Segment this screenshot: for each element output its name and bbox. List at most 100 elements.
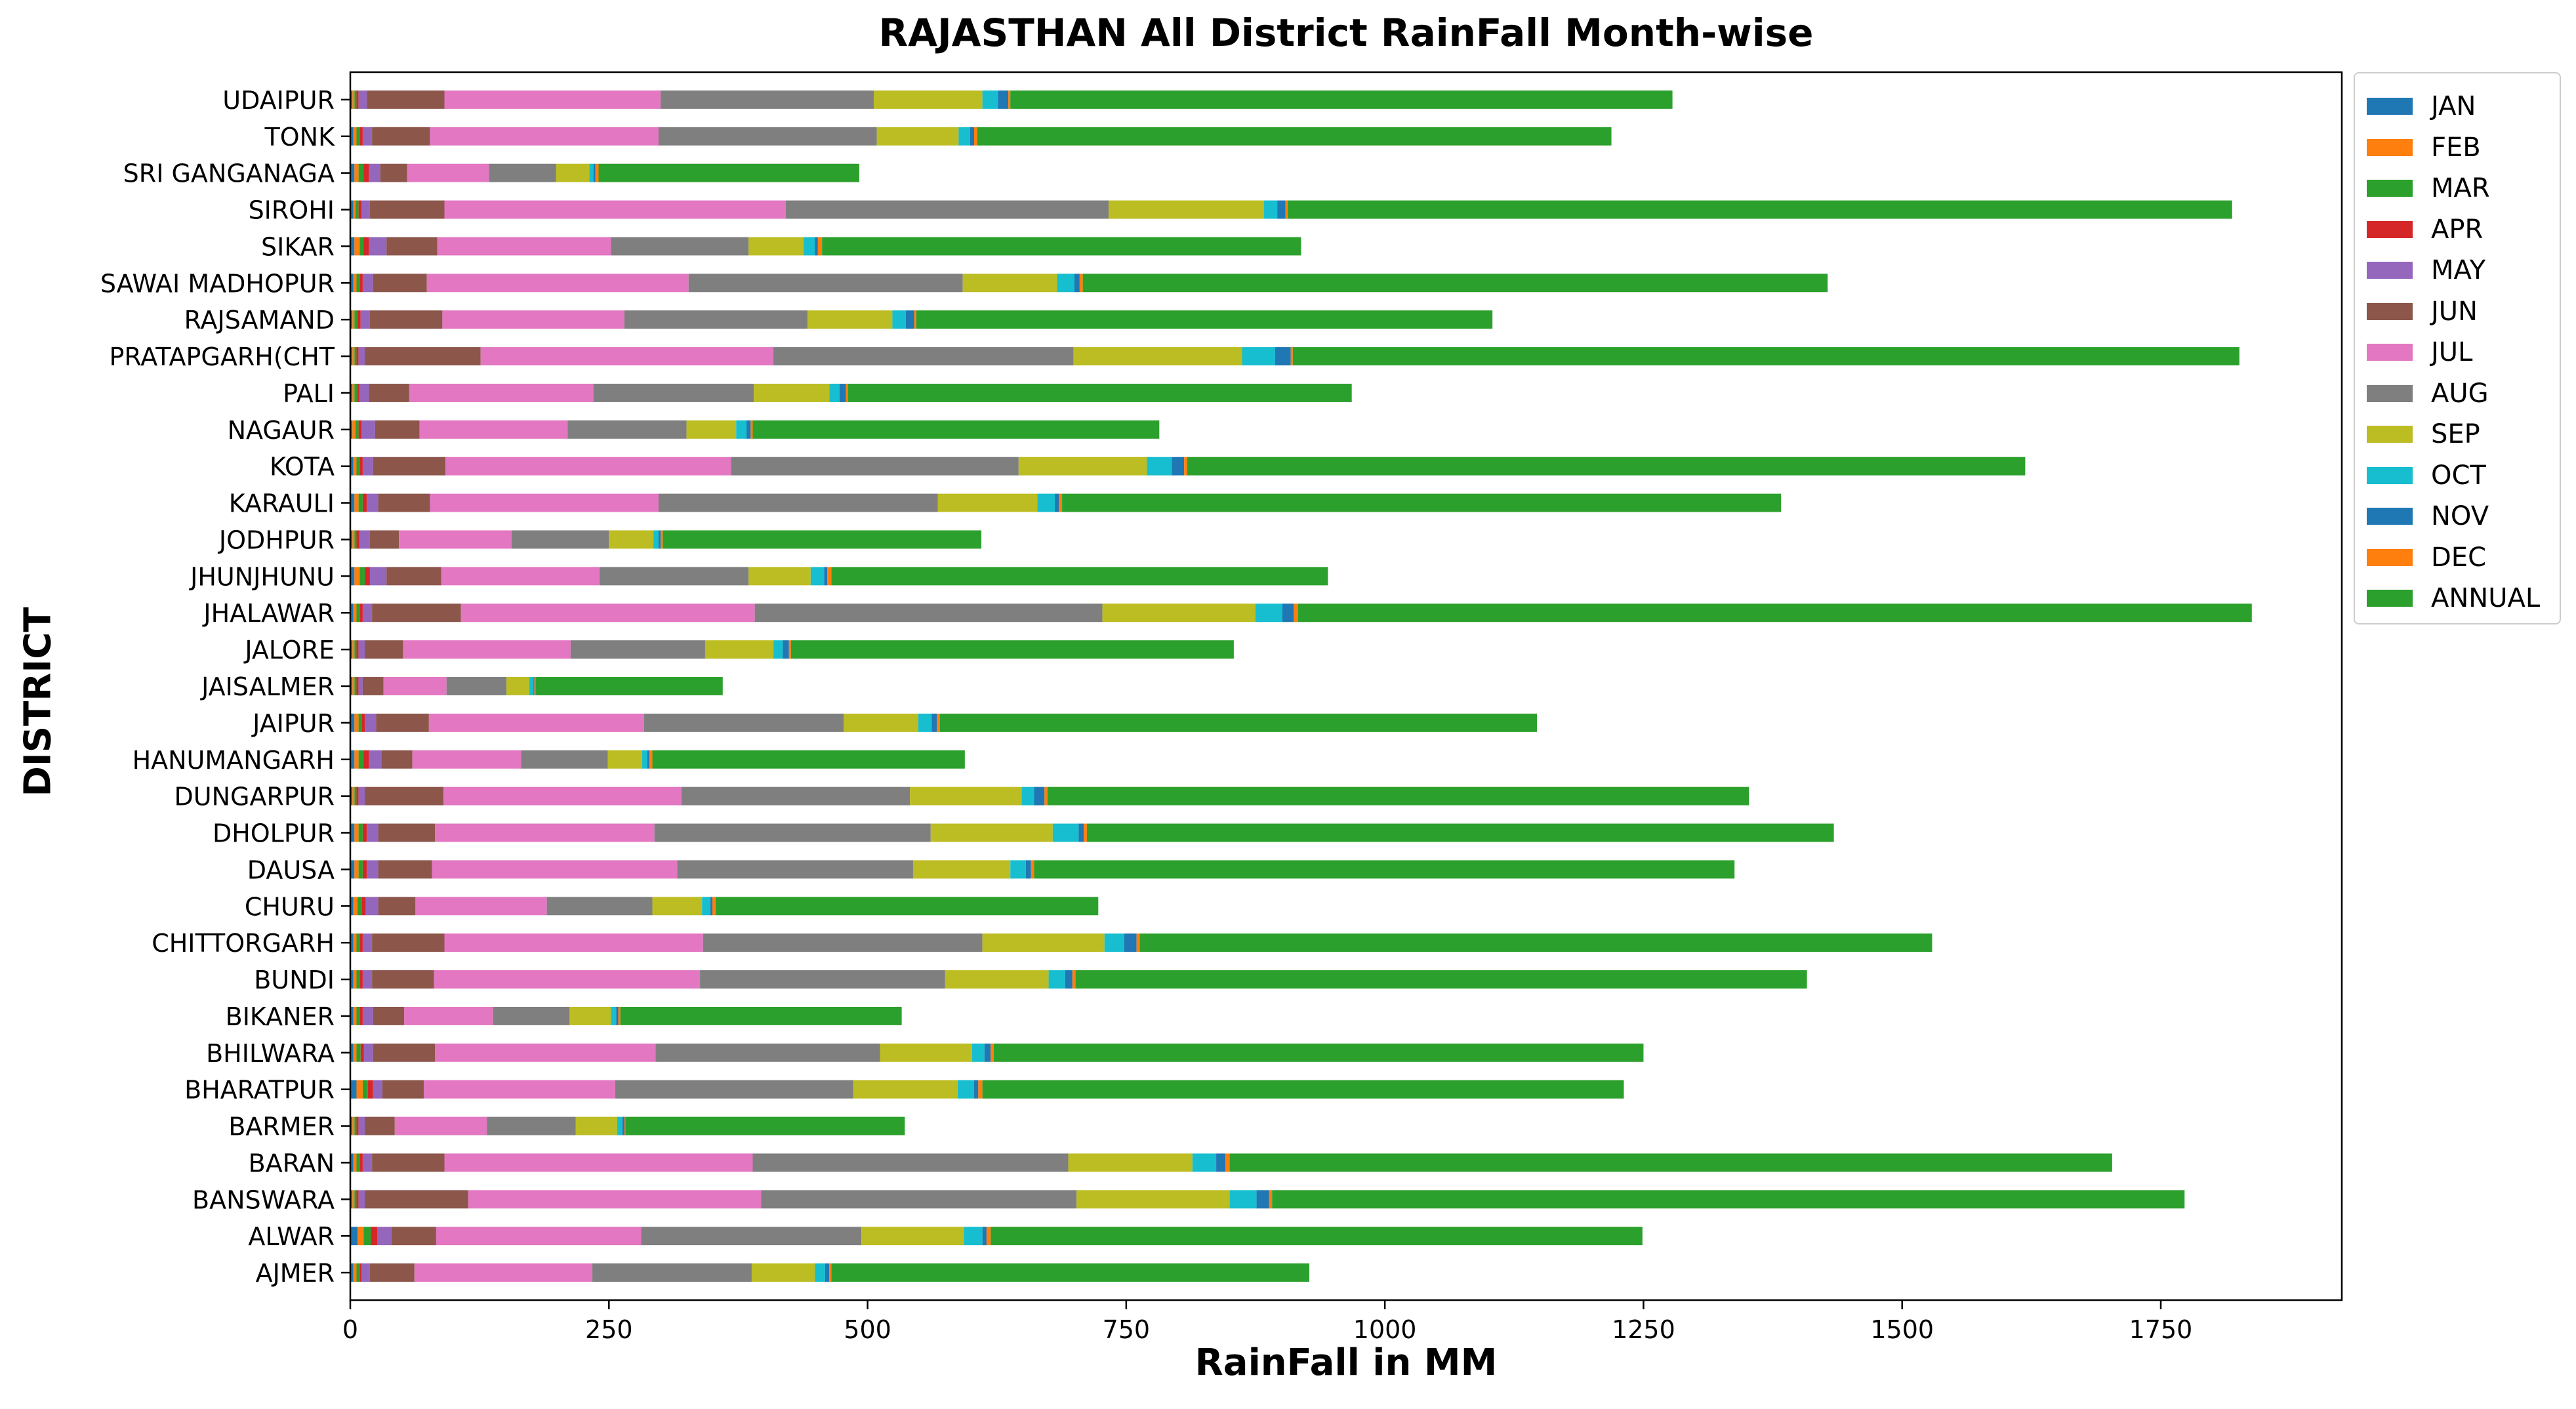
bar-segment (353, 603, 357, 623)
bar-segment (356, 347, 359, 366)
bar-segment (350, 603, 354, 623)
bar-segment (359, 567, 365, 586)
bar-segment (616, 1006, 619, 1025)
bar-segment (1062, 493, 1782, 512)
bar-segment (1076, 1190, 1230, 1209)
legend-item: SEP (2367, 415, 2480, 454)
x-axis-label: RainFall in MM (1195, 1341, 1498, 1384)
bar-segment (353, 127, 357, 146)
bar-segment (350, 1190, 353, 1209)
bar-segment (369, 200, 445, 219)
bar-segment (394, 1116, 487, 1135)
y-tick-label: JHALAWAR (202, 599, 335, 628)
bar-segment (358, 640, 365, 659)
bar-segment (445, 457, 731, 476)
bar-segment (876, 127, 959, 146)
legend-swatch (2367, 466, 2413, 484)
bar-segment (1147, 457, 1172, 476)
bar-segment (958, 127, 970, 146)
bar-segment (365, 347, 481, 366)
bar-segment (624, 1116, 626, 1135)
bar-segment (365, 713, 377, 732)
bar-segment (444, 200, 786, 219)
bar-segment (916, 310, 1493, 329)
bar-segment (910, 786, 1022, 806)
bar-segment (354, 237, 360, 256)
y-tick-label: NAGAUR (228, 416, 335, 445)
bar-segment (363, 237, 369, 256)
bar-segment (428, 713, 644, 732)
bar-segment (356, 1263, 360, 1282)
bar-segment (369, 750, 382, 769)
bar-segment (534, 677, 536, 695)
bar-segment (681, 786, 910, 806)
bar-segment (1021, 786, 1034, 806)
legend-item: JUL (2367, 333, 2472, 372)
y-tick-label: KOTA (270, 453, 335, 481)
bar-segment (362, 493, 367, 512)
bar-segment (609, 530, 654, 549)
bar-segment (817, 237, 823, 256)
bar-segment (350, 274, 354, 293)
bar-segment (350, 713, 355, 732)
bar-segment (378, 823, 436, 842)
y-axis-label: DISTRICT (16, 607, 60, 797)
bar-segment (354, 860, 359, 879)
bar-segment (880, 1043, 972, 1062)
bar-segment (703, 933, 983, 952)
bar-segment (652, 750, 965, 769)
bar-segment (367, 90, 445, 109)
bar-segment (356, 530, 360, 549)
bar-segment (362, 677, 384, 695)
bar-segment (415, 897, 547, 916)
legend-swatch (2367, 302, 2413, 320)
bar-segment (974, 127, 977, 146)
y-tick-label: BHILWARA (206, 1039, 335, 1068)
bar-segment (358, 420, 362, 439)
bar-segment (984, 1043, 991, 1062)
bar-segment (356, 127, 360, 146)
bar-segment (1010, 860, 1026, 879)
legend-label: OCT (2431, 460, 2486, 491)
y-tick-label: TONK (264, 123, 336, 152)
bar-segment (352, 530, 355, 549)
bar-segment (624, 310, 808, 329)
bar-segment (593, 163, 596, 182)
legend-label: JAN (2431, 91, 2476, 121)
chart-title: RAJASTHAN All District RainFall Month-wi… (878, 10, 1814, 55)
bar-segment (365, 786, 443, 806)
bar-segment (358, 713, 362, 732)
x-tick-label: 1750 (2129, 1315, 2193, 1344)
y-tick-label: BHARATPUR (184, 1076, 335, 1105)
bar-segment (1104, 933, 1124, 952)
bar-segment (1287, 200, 2232, 219)
bar-segment (355, 420, 359, 439)
bar-segment (1052, 823, 1079, 842)
bar-segment (365, 640, 403, 659)
bar-segment (1172, 457, 1185, 476)
bar-segment (350, 750, 355, 769)
bar-segment (658, 127, 877, 146)
bar-segment (359, 603, 363, 623)
bar-segment (350, 1116, 353, 1135)
bar-segment (372, 1153, 445, 1172)
bar-segment (1277, 200, 1286, 219)
bar-segment (815, 1263, 825, 1282)
bar-segment (362, 457, 373, 476)
bar-segment (359, 383, 369, 402)
bar-segment (971, 1043, 985, 1062)
bar-segment (355, 200, 359, 219)
bar-segment (353, 200, 356, 219)
bar-segment (350, 1043, 354, 1062)
bar-segment (362, 274, 373, 293)
bar-segment (600, 567, 749, 586)
bar-segment (790, 640, 1234, 659)
bar-segment (350, 786, 353, 806)
bar-segment (358, 786, 365, 806)
bar-segment (991, 1227, 1643, 1246)
bar-segment (1008, 90, 1011, 109)
legend-label: NOV (2431, 501, 2489, 531)
bar-segment (430, 493, 659, 512)
bar-segment (353, 1153, 357, 1172)
bar-segment (1256, 1190, 1269, 1209)
